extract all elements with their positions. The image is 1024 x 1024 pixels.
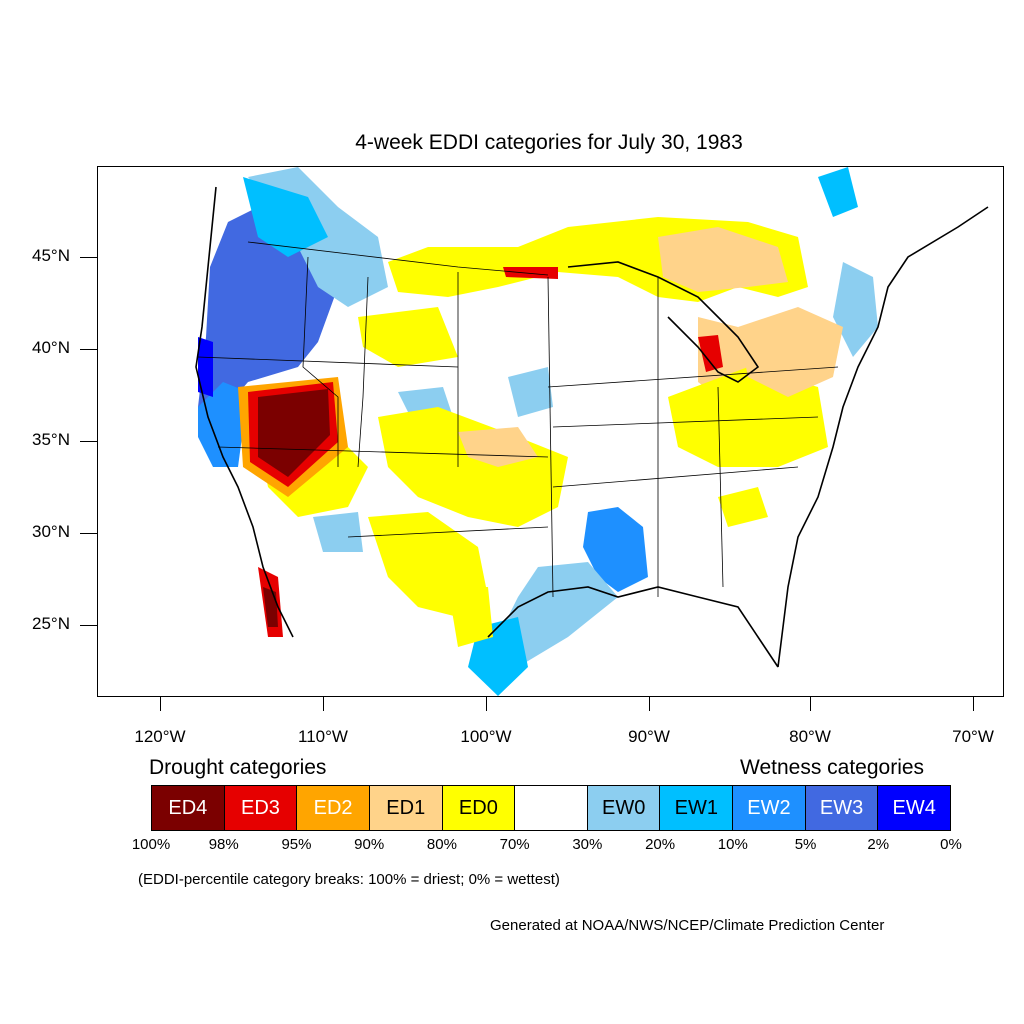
percentile-break-label: 5% [794,836,817,853]
lat-tick [80,349,97,350]
coastlines [195,186,989,668]
lon-label-90w: 90°W [628,727,670,746]
dry-area-central-plains [378,407,568,527]
lat-label-45: 45°N [32,246,70,265]
lon-label-120w: 120°W [134,727,186,746]
legend-swatch-ew1: EW1 [660,786,734,830]
wet-area-maine-ew1 [818,167,858,217]
lon-tick [323,697,324,711]
legend-swatch-ed0: ED0 [442,786,516,830]
category-breaks-note: (EDDI-percentile category breaks: 100% =… [138,871,560,888]
wetness-categories-heading: Wetness categories [740,756,925,779]
dry-area-ontario-ed3 [503,267,558,279]
dry-area-northeast [738,307,843,397]
legend-swatch-ew0: EW0 [587,786,661,830]
wet-area-northwest-ew1 [243,177,328,257]
lat-tick [80,441,97,442]
wet-area-nebraska [508,367,553,417]
wet-area-west-ew2 [198,382,248,467]
credit-line: Generated at NOAA/NWS/NCEP/Climate Predi… [490,917,885,934]
lon-tick [810,697,811,711]
lon-label-70w: 70°W [952,727,994,746]
dry-area-plains-ed1 [458,427,538,467]
legend-swatch-ed4: ED4 [152,786,225,830]
dry-area-sc-coast [718,487,768,527]
category-legend: ED4 ED3 ED2 ED1 ED0 EW0 EW1 EW2 EW3 EW4 [151,785,951,831]
dry-area-michigan-ed3 [698,335,723,372]
lat-label-35: 35°N [32,430,70,449]
eddi-map [97,166,1004,697]
dry-area-montana [358,307,458,367]
legend-swatch-ew4: EW4 [878,786,951,830]
wet-area-gulf-light [498,562,618,667]
lon-label-110w: 110°W [298,727,348,746]
legend-swatch-ed2: ED2 [297,786,370,830]
wet-area-pacific-nw [198,207,338,417]
percentile-break-label: 10% [717,836,748,853]
lon-tick [160,697,161,711]
percentile-break-label: 98% [208,836,239,853]
gulf-coastline [487,586,779,668]
percentile-break-label: 70% [499,836,530,853]
lon-tick [486,697,487,711]
map-title: 4-week EDDI categories for July 30, 1983 [355,131,743,154]
legend-swatch-ew3: EW3 [805,786,879,830]
canada-border [247,241,549,276]
dry-area-ontario-ed1 [658,227,788,292]
wet-area-gulf-ms [583,507,648,592]
state-borders [197,241,839,598]
map-canvas [195,167,989,696]
lon-label-100w: 100°W [460,727,512,746]
lat-label-30: 30°N [32,522,70,541]
percentile-break-label: 90% [354,836,385,853]
lat-tick [80,257,97,258]
percentile-break-label: 80% [426,836,457,853]
legend-swatch-neutral [515,786,588,830]
lat-label-40: 40°N [32,338,70,357]
legend-swatch-ew2: EW2 [733,786,806,830]
great-lakes-outline [567,261,760,383]
wet-area-new-england [833,262,878,357]
lon-tick [649,697,650,711]
pacific-coastline [195,186,294,638]
wet-area-coast-ew4 [198,337,213,397]
wet-area-arizona [313,512,363,552]
lat-tick [80,625,97,626]
percentile-break-label: 0% [940,836,962,853]
percentile-break-label: 95% [281,836,312,853]
percentile-break-label: 2% [867,836,890,853]
legend-swatch-ed1: ED1 [369,786,443,830]
percentile-break-label: 30% [572,836,603,853]
lon-label-80w: 80°W [789,727,831,746]
percentile-break-label: 20% [645,836,676,853]
percentile-break-label: 100% [131,836,171,853]
legend-swatch-ed3: ED3 [224,786,298,830]
lat-label-25: 25°N [32,614,70,633]
lat-tick [80,533,97,534]
drought-categories-heading: Drought categories [149,756,327,779]
dry-area-mexico [448,587,493,647]
dry-area-great-basin-ed4 [258,389,330,477]
lon-tick [973,697,974,711]
atlantic-coastline [777,206,989,668]
